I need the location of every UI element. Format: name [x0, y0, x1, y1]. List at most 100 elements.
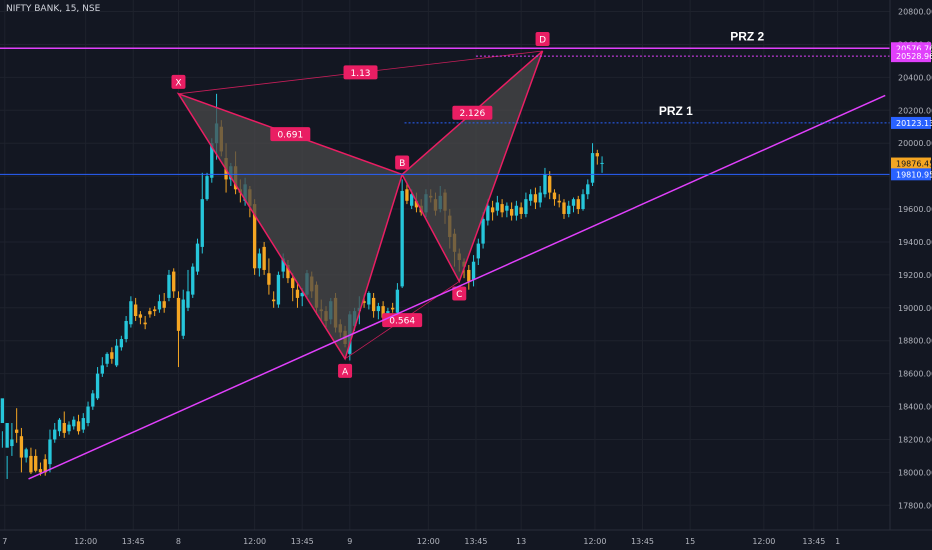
candle — [376, 302, 381, 320]
candle-body — [124, 320, 128, 340]
point-label-bg — [452, 286, 467, 301]
candle — [176, 291, 181, 368]
candle-body — [376, 306, 381, 312]
price-tag-text: 20123.13 — [896, 119, 932, 128]
candle — [367, 291, 371, 310]
candle-body — [471, 261, 476, 280]
candle-body — [271, 299, 276, 302]
time-tick-label: 9 — [347, 537, 352, 546]
candle-body — [53, 429, 57, 440]
candle-body — [571, 199, 576, 206]
price-tick-label: 20400.00 — [898, 73, 932, 82]
candle — [390, 302, 395, 313]
time-axis-bg — [0, 530, 932, 550]
candle — [186, 269, 190, 312]
candle-body — [514, 205, 519, 216]
candle-body — [14, 429, 19, 433]
pattern-point-label: X — [171, 74, 186, 89]
ratio-label-bg — [343, 65, 378, 80]
candle-body — [157, 301, 162, 310]
candle-body — [519, 207, 523, 214]
candle — [490, 200, 495, 221]
price-level-tag: 20528.96 — [891, 50, 932, 63]
time-tick-label: 7 — [2, 537, 7, 546]
candle-body — [114, 345, 119, 366]
candle-body — [486, 205, 490, 221]
candle — [481, 212, 485, 249]
candle — [576, 195, 580, 214]
ratio-label-bg — [452, 105, 493, 120]
candle — [476, 238, 480, 265]
candle-body — [138, 314, 143, 318]
candle-body — [552, 192, 557, 200]
time-tick-label: 12:00 — [583, 537, 606, 546]
candle-body — [10, 439, 14, 447]
candle — [162, 292, 166, 313]
candle-body — [91, 393, 95, 407]
ratio-label: 0.691 — [270, 127, 311, 142]
price-tick-label: 20800.00 — [898, 8, 932, 17]
time-tick-label: 12:00 — [74, 537, 97, 546]
candle-body — [57, 419, 62, 432]
candle — [495, 195, 500, 216]
candle — [57, 418, 62, 437]
candle-body — [262, 246, 266, 270]
candle — [533, 187, 538, 210]
candle-body — [38, 469, 43, 473]
candle — [157, 294, 162, 313]
candle — [5, 423, 9, 479]
candle — [167, 269, 171, 302]
candle — [371, 292, 376, 318]
candle-body — [562, 202, 566, 214]
ratio-label: 0.564 — [382, 313, 423, 328]
time-tick-label: 15 — [685, 537, 695, 546]
chart-title: NIFTY BANK, 15, NSE — [6, 4, 101, 14]
candle — [100, 357, 104, 377]
candle — [400, 179, 404, 289]
candle-body — [252, 204, 257, 269]
candle — [267, 258, 271, 295]
candle-body — [367, 292, 371, 305]
candle-body — [400, 190, 404, 287]
candle-body — [95, 373, 100, 399]
candle — [262, 241, 266, 275]
candle-body — [195, 243, 200, 272]
candle — [529, 189, 533, 206]
price-axis[interactable]: 17800.00 18000.00 18200.00 18400.00 18600.00… — [889, 0, 932, 550]
exchange-label: NSE — [82, 4, 101, 14]
candle-body — [590, 153, 595, 183]
candle — [72, 416, 76, 430]
candle — [200, 172, 204, 254]
candle — [581, 189, 585, 211]
candle-body — [34, 455, 38, 471]
point-label-bg — [171, 74, 186, 89]
candle-body — [543, 174, 547, 195]
pattern-point-label: A — [338, 363, 353, 378]
candle-body — [581, 194, 585, 210]
point-label-bg — [395, 155, 410, 170]
candle-body — [176, 297, 181, 331]
candle-body — [276, 274, 281, 305]
price-level-tag: 20123.13 — [891, 116, 932, 129]
candle — [138, 311, 143, 325]
ratio-label: 2.126 — [452, 105, 493, 120]
time-tick-label: 13 — [516, 537, 526, 546]
symbol-name: NIFTY BANK — [6, 4, 60, 14]
candle-body — [133, 304, 138, 317]
candle-body — [100, 365, 104, 374]
candle — [24, 447, 28, 463]
candle — [0, 398, 5, 448]
point-label-text: A — [342, 367, 349, 377]
candle — [590, 143, 595, 186]
candle-body — [181, 299, 185, 336]
trendline — [28, 94, 886, 480]
candle-body — [490, 207, 495, 213]
price-tag-bg — [891, 157, 931, 170]
time-axis[interactable]: 7 12:00 13:45 8 12:00 13:45 9 12:00 13:45 13 12:00… — [0, 529, 932, 550]
candle — [395, 283, 400, 315]
candle — [91, 390, 95, 410]
candle-body — [414, 200, 419, 208]
pattern-point-label: C — [452, 286, 467, 301]
candle — [191, 263, 195, 298]
